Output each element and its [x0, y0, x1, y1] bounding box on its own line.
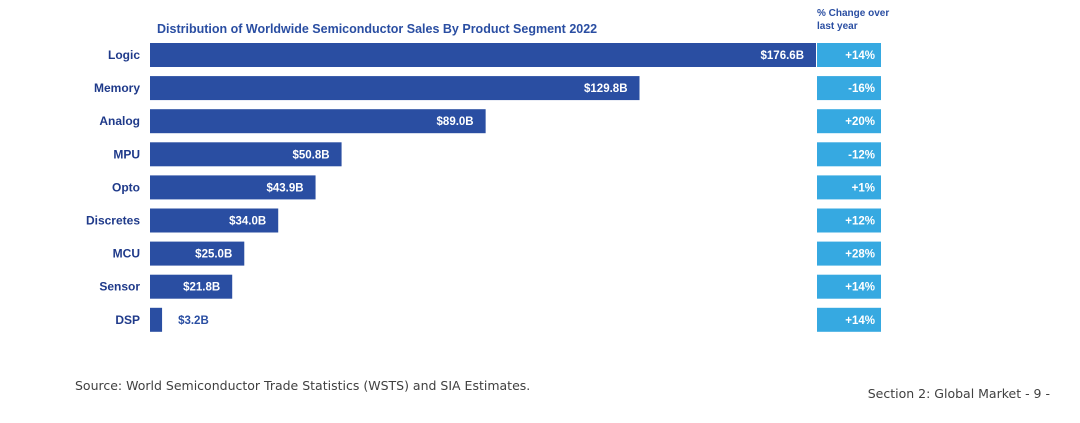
value-label: $43.9B — [266, 182, 303, 194]
value-label: $129.8B — [584, 83, 627, 95]
bar-sensor — [150, 274, 233, 299]
bar-chart: Distribution of Worldwide Semiconductor … — [86, 8, 889, 332]
category-label: DSP — [115, 313, 140, 327]
change-box — [817, 208, 881, 233]
change-box — [817, 241, 881, 266]
change-label: +1% — [852, 182, 875, 194]
change-label: +14% — [845, 282, 875, 294]
bar-discretes — [150, 208, 279, 233]
category-label: Sensor — [99, 280, 140, 294]
value-label: $34.0B — [229, 216, 266, 228]
value-label: $3.2B — [178, 315, 209, 327]
change-label: +14% — [845, 315, 875, 327]
change-header-line2: last year — [817, 21, 858, 32]
change-box — [817, 109, 881, 134]
category-label: MPU — [113, 147, 140, 161]
bar-memory — [150, 76, 640, 101]
value-label: $50.8B — [292, 149, 329, 161]
value-label: $21.8B — [183, 282, 220, 294]
page-section-label: Section 2: Global Market - 9 - — [867, 386, 1050, 401]
change-box — [817, 43, 881, 67]
category-label: Logic — [108, 48, 140, 62]
bar-analog — [150, 109, 486, 134]
value-label: $176.6B — [761, 50, 804, 62]
bar-logic — [150, 43, 816, 67]
category-label: Memory — [94, 81, 140, 95]
bar-mpu — [150, 142, 342, 167]
change-box — [817, 307, 881, 332]
source-note: Source: World Semiconductor Trade Statis… — [75, 378, 531, 393]
change-label: +20% — [845, 116, 875, 128]
change-header: % Change over — [817, 8, 889, 19]
category-label: MCU — [113, 247, 140, 261]
bar-dsp — [150, 307, 163, 332]
change-box — [817, 175, 881, 200]
change-label: -16% — [848, 83, 875, 95]
change-box — [817, 274, 881, 299]
category-label: Opto — [112, 180, 140, 194]
change-label: +28% — [845, 249, 875, 261]
bar-opto — [150, 175, 316, 200]
bar-mcu — [150, 241, 245, 266]
chart-title: Distribution of Worldwide Semiconductor … — [157, 22, 597, 36]
change-box — [817, 142, 881, 167]
value-label: $25.0B — [195, 249, 232, 261]
value-label: $89.0B — [437, 116, 474, 128]
change-label: +12% — [845, 216, 875, 228]
change-label: -12% — [848, 149, 875, 161]
category-label: Analog — [99, 114, 140, 128]
change-label: +14% — [845, 50, 875, 62]
category-label: Discretes — [86, 214, 140, 228]
change-box — [817, 76, 881, 101]
